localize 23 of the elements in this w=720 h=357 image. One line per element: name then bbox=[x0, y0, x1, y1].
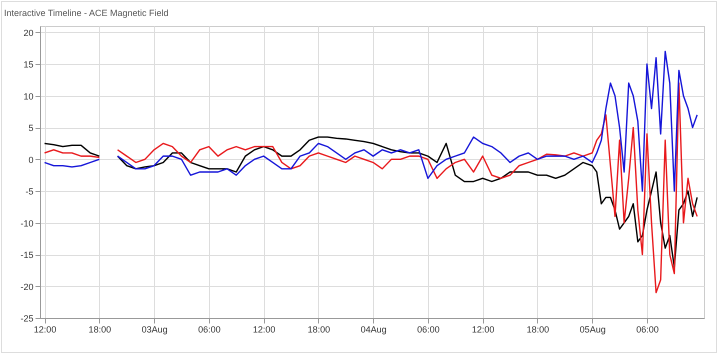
y-tick-label: -10 bbox=[20, 218, 34, 228]
y-tick-label: -15 bbox=[20, 250, 34, 260]
y-tick-label: 5 bbox=[28, 123, 34, 134]
x-tick-label: 06:00 bbox=[198, 324, 221, 334]
x-tick-label: 04Aug bbox=[360, 324, 387, 334]
y-tick-label: 0 bbox=[28, 154, 34, 165]
x-tick-label: 12:00 bbox=[34, 324, 56, 334]
x-tick-label: 18:00 bbox=[308, 324, 330, 334]
x-tick-label: 05Aug bbox=[580, 324, 606, 334]
x-tick-label: 03Aug bbox=[142, 324, 168, 334]
x-tick-label: 06:00 bbox=[417, 324, 440, 334]
x-tick-label: 12:00 bbox=[252, 324, 276, 334]
y-tick-label: 10 bbox=[23, 91, 34, 102]
x-tick-label: 18:00 bbox=[88, 324, 112, 334]
x-tick-label: 18:00 bbox=[526, 324, 550, 334]
y-tick-label: 20 bbox=[23, 28, 34, 38]
chart-title: Interactive Timeline - ACE Magnetic Field bbox=[4, 8, 169, 18]
y-tick-label: -25 bbox=[20, 314, 34, 324]
x-tick-label: 06:00 bbox=[636, 324, 659, 334]
y-tick-label: -5 bbox=[25, 186, 34, 197]
y-tick-label: -20 bbox=[20, 282, 34, 292]
x-tick-label: 12:00 bbox=[472, 324, 494, 334]
y-tick-label: 15 bbox=[23, 60, 34, 70]
